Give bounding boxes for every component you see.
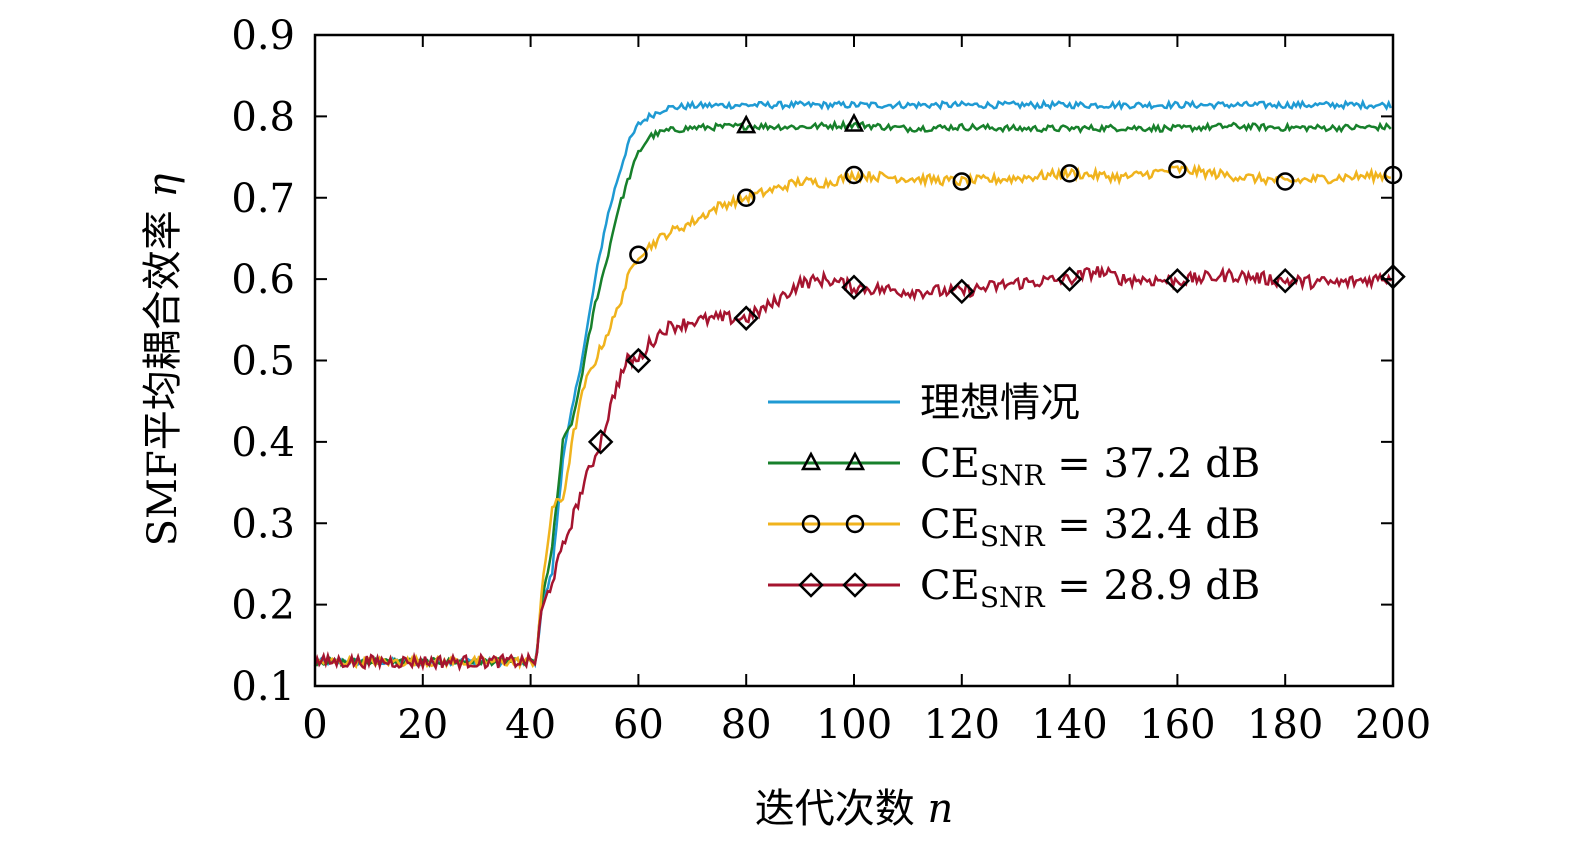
x-tick-label: 60 <box>613 702 664 748</box>
plot-markers <box>587 112 1406 455</box>
series-marker <box>843 112 865 132</box>
legend-marker <box>800 451 822 471</box>
series-marker <box>949 278 975 305</box>
legend-label: CESNR = 37.2 dB <box>920 441 1260 492</box>
series-marker <box>841 274 867 301</box>
plot-lines <box>313 98 1392 672</box>
series-marker <box>1168 160 1187 179</box>
legend-marker <box>844 451 866 471</box>
y-axis-label: SMF平均耦合效率 η <box>140 174 186 547</box>
series-marker <box>952 172 972 191</box>
series-marker <box>736 114 757 134</box>
x-tick-label: 160 <box>1139 702 1215 748</box>
y-tick-label: 0.9 <box>231 13 295 59</box>
x-axis-ticks: 0 20 40 60 80 100 120 140 160 180 200 <box>302 35 1431 748</box>
legend: 理想情况 CESNR = 37.2 dB CESNR = 32.4 dB CESNR … <box>768 380 1260 614</box>
y-tick-label: 0.7 <box>231 176 295 222</box>
legend-label: CESNR = 28.9 dB <box>920 563 1260 614</box>
series-line <box>313 119 1392 669</box>
series-marker <box>587 429 614 455</box>
y-tick-label: 0.1 <box>231 664 295 710</box>
x-tick-label: 40 <box>505 702 556 748</box>
legend-marker <box>801 514 821 534</box>
series-marker <box>629 245 648 264</box>
y-tick-label: 0.3 <box>231 501 295 547</box>
series-marker <box>1275 172 1295 191</box>
y-tick-label: 0.2 <box>231 583 295 629</box>
legend-marker <box>845 514 865 534</box>
legend-label: 理想情况 <box>920 380 1080 426</box>
x-tick-label: 0 <box>302 702 327 748</box>
series-marker <box>625 347 652 374</box>
legend-label: CESNR = 32.4 dB <box>920 502 1260 553</box>
x-axis-label: 迭代次数 n <box>755 786 953 832</box>
series-marker <box>1056 266 1083 292</box>
x-tick-label: 80 <box>721 702 772 748</box>
series-line <box>313 264 1392 672</box>
legend-marker <box>842 572 868 598</box>
series-marker <box>736 188 756 207</box>
series-line <box>313 163 1391 670</box>
series-marker <box>844 165 864 185</box>
x-tick-label: 140 <box>1031 702 1107 748</box>
series-marker <box>1164 267 1191 294</box>
y-tick-label: 0.8 <box>231 94 295 140</box>
series-marker <box>1060 164 1079 183</box>
legend-marker <box>798 572 824 598</box>
y-tick-label: 0.4 <box>231 420 295 466</box>
y-tick-label: 0.6 <box>231 257 295 303</box>
y-tick-label: 0.5 <box>231 339 295 385</box>
x-tick-label: 100 <box>816 702 892 748</box>
y-axis-ticks: 0.1 0.2 0.3 0.4 0.5 0.6 0.7 0.8 0.9 <box>231 13 1393 710</box>
x-tick-label: 200 <box>1355 702 1431 748</box>
x-tick-label: 180 <box>1247 702 1323 748</box>
series-marker <box>1272 267 1298 294</box>
x-tick-label: 120 <box>924 702 1000 748</box>
x-tick-label: 20 <box>397 702 448 748</box>
series-marker <box>733 305 759 331</box>
